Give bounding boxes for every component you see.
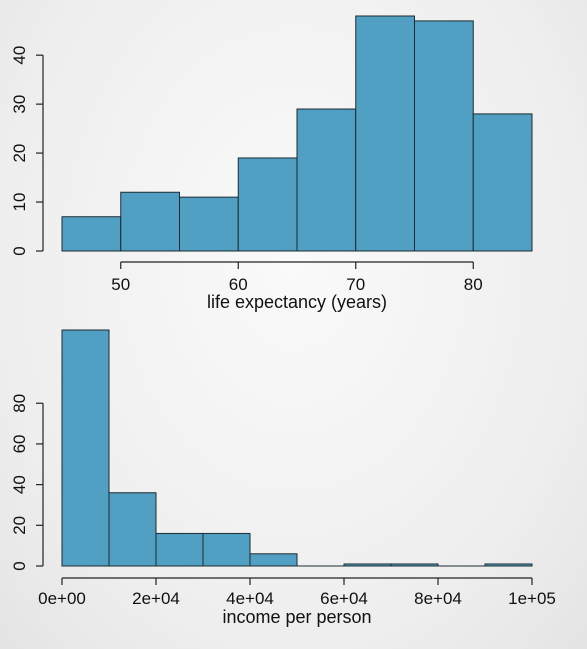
y-tick-label: 20 xyxy=(10,144,29,163)
income-histogram: 0e+00 2e+04 4e+04 6e+04 8e+04 1e+05 0 20 40 60 80 i… xyxy=(10,329,556,627)
histogram-bar xyxy=(155,532,204,567)
life-expectancy-histogram: 50 60 70 80 0 10 20 30 40 life expectancy (years) xyxy=(10,15,533,312)
x-tick-label: 4e+04 xyxy=(226,589,274,608)
x-axis-label: life expectancy (years) xyxy=(207,292,387,312)
y-tick-label: 30 xyxy=(10,95,29,114)
histogram-bar xyxy=(61,216,122,252)
y-tick-label: 40 xyxy=(10,475,29,494)
x-tick-label: 70 xyxy=(346,275,365,294)
y-tick-label: 0 xyxy=(10,246,29,255)
y-tick-label: 10 xyxy=(10,193,29,212)
histogram-bar xyxy=(237,157,298,252)
y-tick-label: 80 xyxy=(10,394,29,413)
x-tick-label: 6e+04 xyxy=(320,589,368,608)
histogram-bar xyxy=(414,20,474,252)
x-tick-label: 1e+05 xyxy=(508,589,556,608)
histogram-bar xyxy=(120,191,180,252)
histogram-bar xyxy=(296,108,357,252)
x-tick-label: 60 xyxy=(229,275,248,294)
histogram-bar xyxy=(179,196,239,252)
histogram-bar xyxy=(61,329,110,567)
x-tick-label: 80 xyxy=(464,275,483,294)
x-tick-label: 2e+04 xyxy=(132,589,180,608)
y-tick-label: 60 xyxy=(10,434,29,453)
y-tick-label: 20 xyxy=(10,516,29,535)
histogram-bar xyxy=(472,113,533,252)
histogram-bar xyxy=(390,563,439,567)
histogram-bar xyxy=(343,563,392,567)
x-axis-label: income per person xyxy=(222,607,371,627)
x-tick-label: 50 xyxy=(111,275,130,294)
histogram-bar xyxy=(484,563,533,567)
histogram-bar xyxy=(355,15,415,252)
histogram-bar xyxy=(202,532,251,567)
histogram-bar xyxy=(249,553,298,567)
y-tick-label: 0 xyxy=(10,561,29,570)
x-tick-label: 8e+04 xyxy=(414,589,462,608)
histogram-bar xyxy=(108,492,157,567)
x-tick-label: 0e+00 xyxy=(38,589,86,608)
y-tick-label: 40 xyxy=(10,46,29,65)
